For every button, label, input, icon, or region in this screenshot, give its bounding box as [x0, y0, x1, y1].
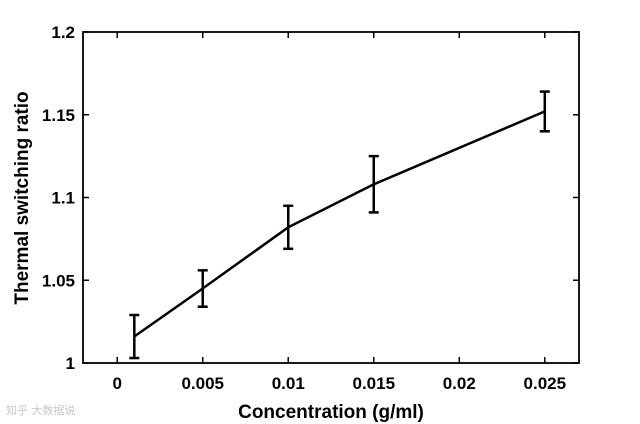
y-tick-label: 1.05	[42, 271, 75, 290]
data-series	[129, 90, 550, 360]
plot-area-frame	[82, 31, 580, 364]
x-tick-label: 0.025	[524, 374, 567, 393]
y-axis-ticks: 1 1.05 1.1 1.15 1.2	[42, 23, 579, 373]
x-tick-label: 0.02	[443, 374, 476, 393]
x-tick-label: 0.01	[272, 374, 305, 393]
y-tick-label: 1	[66, 354, 75, 373]
x-tick-label: 0.015	[352, 374, 395, 393]
x-tick-label: 0.005	[181, 374, 224, 393]
y-axis-title: Thermal switching ratio	[12, 91, 33, 304]
error-bar	[283, 204, 294, 251]
error-bar	[539, 90, 550, 133]
y-tick-label: 1.2	[51, 23, 75, 42]
y-tick-label: 1.15	[42, 106, 75, 125]
x-axis-title: Concentration (g/ml)	[238, 402, 424, 423]
watermark: 知乎 大数据说	[6, 403, 76, 417]
error-bar	[129, 313, 140, 360]
y-tick-label: 1.1	[51, 189, 75, 208]
x-axis-ticks: 0 0.005 0.01 0.015 0.02 0.025	[112, 32, 566, 393]
series-line	[133, 110, 546, 338]
x-tick-label: 0	[112, 374, 121, 393]
error-bar	[368, 154, 379, 214]
error-bar	[197, 269, 208, 308]
